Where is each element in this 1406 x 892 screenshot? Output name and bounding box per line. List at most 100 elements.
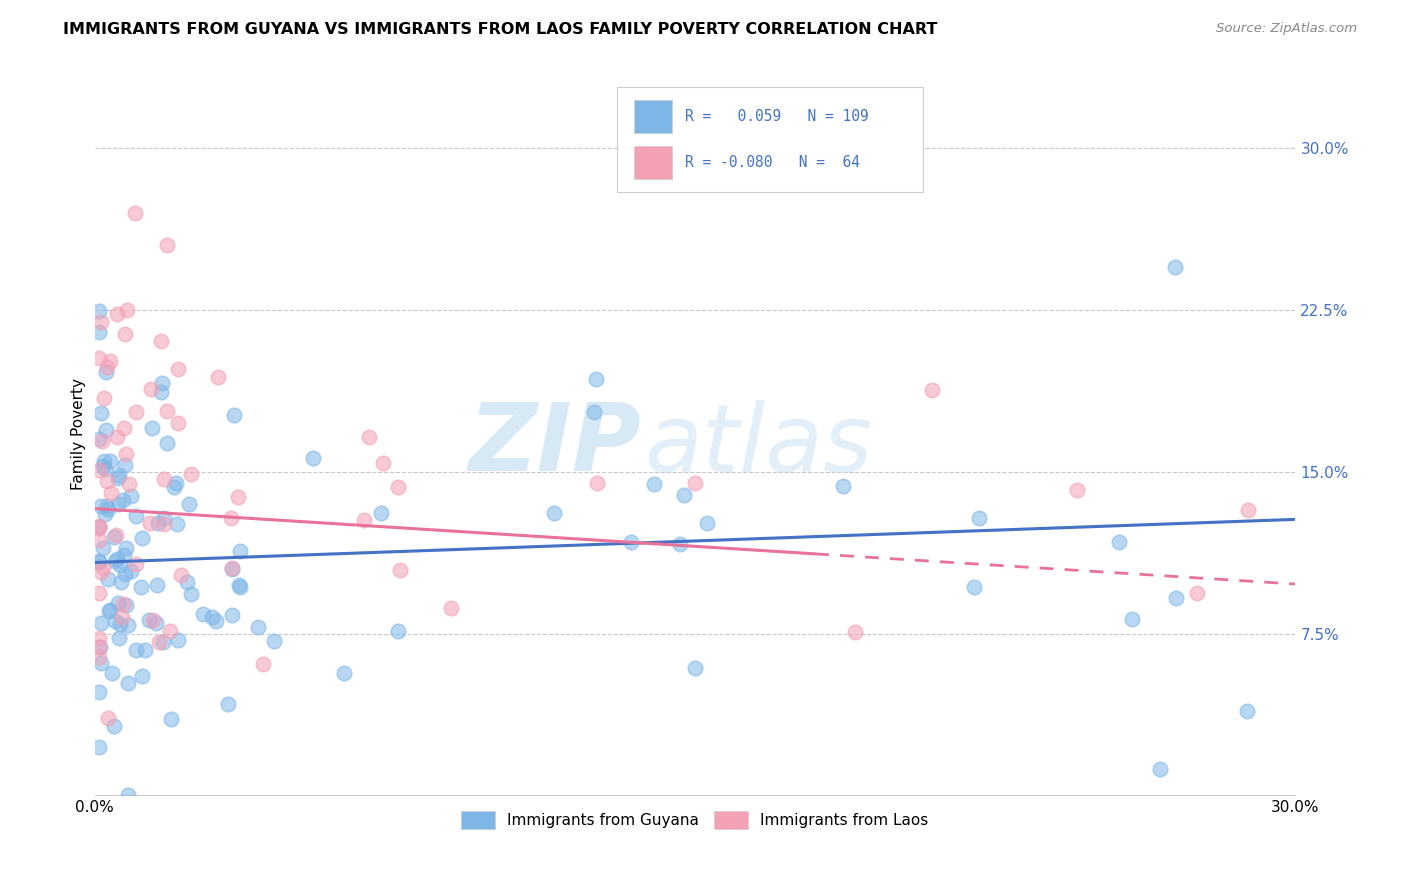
Point bbox=[87, 631, 110, 645]
Point bbox=[1185, 586, 1208, 600]
Point bbox=[107, 631, 129, 645]
Point bbox=[107, 497, 129, 511]
Point bbox=[1149, 762, 1171, 776]
Point bbox=[138, 613, 160, 627]
Point bbox=[228, 580, 250, 594]
Point bbox=[439, 601, 461, 615]
Point bbox=[193, 607, 215, 621]
Bar bbox=[617, 87, 924, 192]
Text: IMMIGRANTS FROM GUYANA VS IMMIGRANTS FROM LAOS FAMILY POVERTY CORRELATION CHART: IMMIGRANTS FROM GUYANA VS IMMIGRANTS FRO… bbox=[63, 22, 938, 37]
Point bbox=[620, 535, 643, 549]
Point bbox=[115, 541, 138, 556]
Point bbox=[96, 474, 118, 488]
Point bbox=[103, 614, 125, 628]
Point bbox=[139, 516, 162, 531]
Point bbox=[110, 575, 132, 590]
Point bbox=[131, 532, 153, 546]
Point bbox=[156, 435, 179, 450]
Point bbox=[228, 490, 250, 504]
Point bbox=[107, 471, 129, 485]
Point bbox=[131, 669, 153, 683]
Point bbox=[103, 719, 125, 733]
Point bbox=[246, 620, 269, 634]
Point bbox=[100, 486, 122, 500]
Point bbox=[93, 391, 115, 405]
Point bbox=[115, 303, 138, 318]
Point bbox=[301, 451, 323, 466]
Point bbox=[114, 458, 136, 473]
Point bbox=[114, 327, 136, 342]
Point bbox=[112, 421, 135, 435]
Point bbox=[1236, 503, 1258, 517]
Point bbox=[180, 467, 202, 481]
Point bbox=[967, 511, 990, 525]
Point bbox=[585, 372, 607, 386]
Point bbox=[97, 711, 120, 725]
Point bbox=[124, 405, 146, 419]
Point bbox=[103, 530, 125, 544]
Point bbox=[87, 325, 110, 339]
Point bbox=[87, 649, 110, 664]
Point bbox=[228, 577, 250, 591]
Point bbox=[94, 365, 117, 379]
Point bbox=[90, 499, 112, 513]
Point bbox=[1066, 483, 1088, 497]
Point bbox=[97, 572, 120, 586]
Point bbox=[110, 616, 132, 631]
Point bbox=[1108, 535, 1130, 549]
Point bbox=[97, 501, 120, 516]
Point bbox=[585, 476, 607, 491]
Point bbox=[96, 500, 118, 514]
Point bbox=[583, 405, 606, 419]
Point bbox=[100, 665, 122, 680]
Point bbox=[100, 454, 122, 468]
Bar bbox=[634, 100, 672, 133]
Point bbox=[114, 567, 136, 582]
Point bbox=[91, 541, 114, 555]
Point bbox=[107, 596, 129, 610]
Point bbox=[543, 506, 565, 520]
Point bbox=[668, 537, 690, 551]
Point bbox=[221, 511, 243, 525]
Point bbox=[111, 610, 134, 624]
Point bbox=[117, 676, 139, 690]
Point bbox=[1166, 591, 1188, 605]
Point bbox=[217, 697, 239, 711]
Point bbox=[87, 520, 110, 534]
Point bbox=[388, 563, 411, 577]
Point bbox=[156, 238, 179, 252]
Point bbox=[87, 521, 110, 535]
Point bbox=[166, 362, 188, 376]
Point bbox=[148, 516, 170, 531]
Point bbox=[150, 376, 173, 391]
Text: R =   0.059   N = 109: R = 0.059 N = 109 bbox=[685, 109, 869, 124]
Point bbox=[963, 580, 986, 594]
Point bbox=[176, 575, 198, 590]
Point bbox=[696, 516, 718, 530]
Legend: Immigrants from Guyana, Immigrants from Laos: Immigrants from Guyana, Immigrants from … bbox=[456, 805, 935, 835]
Text: R = -0.080   N =  64: R = -0.080 N = 64 bbox=[685, 155, 860, 170]
Point bbox=[112, 493, 135, 508]
Point bbox=[148, 635, 170, 649]
Point bbox=[139, 382, 162, 396]
Bar bbox=[634, 146, 672, 179]
Point bbox=[117, 789, 139, 803]
Point bbox=[134, 643, 156, 657]
Point bbox=[387, 480, 409, 494]
Point bbox=[104, 554, 127, 568]
Text: ZIP: ZIP bbox=[468, 399, 641, 491]
Point bbox=[91, 561, 114, 575]
Point bbox=[252, 657, 274, 671]
Point bbox=[87, 739, 110, 754]
Point bbox=[156, 404, 179, 418]
Point bbox=[373, 456, 395, 470]
Point bbox=[91, 434, 114, 449]
Point bbox=[370, 506, 392, 520]
Point bbox=[167, 416, 190, 430]
Point bbox=[159, 624, 181, 639]
Point bbox=[87, 553, 110, 567]
Point bbox=[87, 304, 110, 318]
Point bbox=[222, 409, 245, 423]
Text: Source: ZipAtlas.com: Source: ZipAtlas.com bbox=[1216, 22, 1357, 36]
Point bbox=[93, 454, 115, 468]
